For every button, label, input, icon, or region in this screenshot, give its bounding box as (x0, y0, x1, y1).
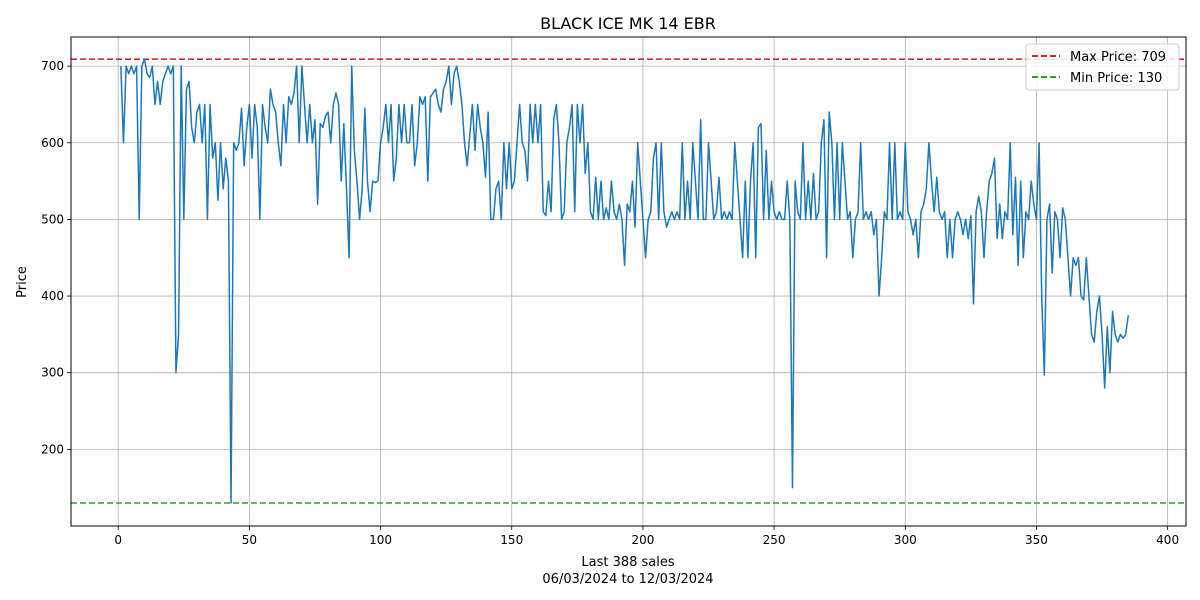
x-tick-label: 0 (114, 533, 122, 547)
legend-max-price-label: Max Price: 709 (1070, 50, 1166, 65)
y-tick-label: 200 (41, 442, 64, 456)
x-tick-label: 250 (763, 533, 786, 547)
legend-min-price-label: Min Price: 130 (1070, 71, 1162, 86)
y-tick-label: 600 (41, 136, 64, 150)
x-tick-label: 150 (500, 533, 523, 547)
series-price-line (120, 58, 1130, 504)
legend-frame (1025, 43, 1180, 91)
x-axis-sublabel: 06/03/2024 to 12/03/2024 (542, 572, 713, 587)
y-tick-label: 300 (41, 366, 64, 380)
x-tick-label: 300 (894, 533, 917, 547)
x-tick-label: 350 (1025, 533, 1048, 547)
y-tick-label: 700 (41, 59, 64, 73)
y-axis-label: Price (15, 266, 30, 298)
y-tick-label: 400 (41, 289, 64, 303)
x-axis-label: Last 388 sales (581, 555, 675, 570)
x-axis-ticks: 0 50 100 150 200 250 300 350 400 (114, 526, 1179, 547)
x-tick-label: 100 (369, 533, 392, 547)
legend: Max Price: 709 Min Price: 130 (1025, 43, 1180, 91)
x-tick-label: 50 (242, 533, 257, 547)
plot-area-frame (70, 36, 1187, 527)
y-axis-ticks: 200 300 400 500 600 700 (41, 59, 71, 456)
x-tick-label: 400 (1156, 533, 1179, 547)
chart-title: BLACK ICE MK 14 EBR (540, 14, 716, 33)
x-tick-label: 200 (631, 533, 654, 547)
grid-lines (71, 37, 1186, 526)
y-tick-label: 500 (41, 212, 64, 226)
reference-lines (71, 58, 1186, 504)
